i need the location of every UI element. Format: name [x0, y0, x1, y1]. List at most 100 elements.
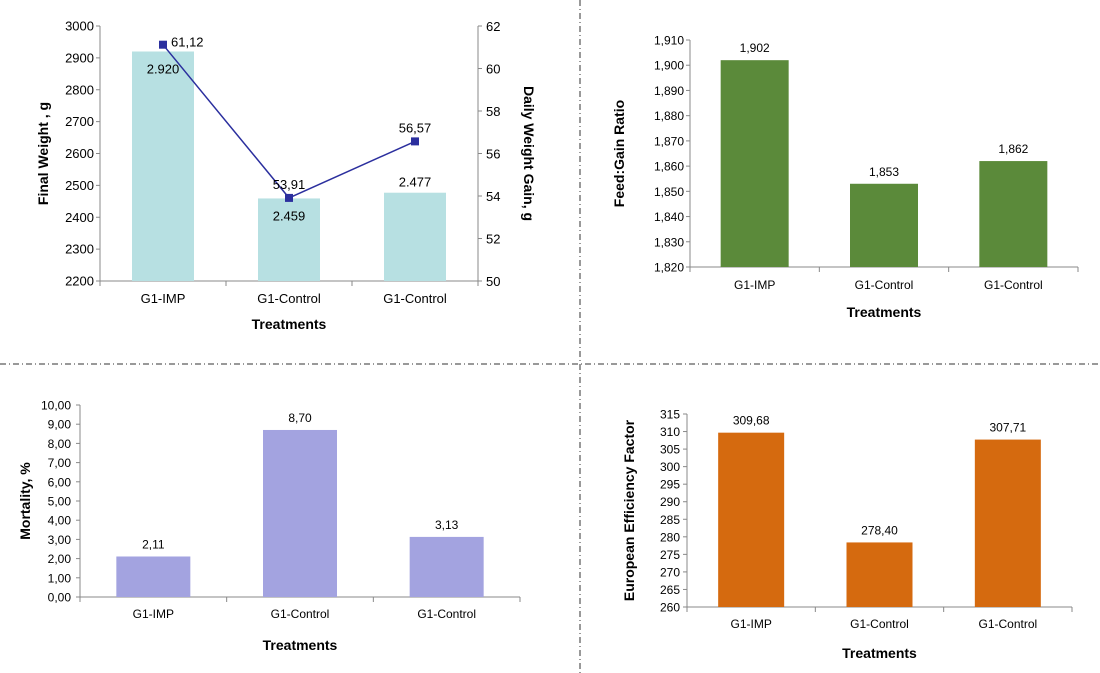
daily-gain-marker [285, 193, 293, 202]
y-tick-label: 1,860 [654, 160, 684, 174]
secondary-y-tick-label: 54 [486, 189, 500, 204]
y-tick-label: 1,830 [654, 235, 684, 249]
bar [263, 429, 337, 597]
y-tick-label: 4,00 [48, 514, 72, 528]
bar [132, 51, 194, 281]
bar-data-label: 1,853 [869, 165, 899, 179]
bar [974, 439, 1041, 607]
bar-data-label: 278,40 [861, 523, 898, 537]
x-tick-label: G1-IMP [141, 291, 186, 306]
bar [116, 556, 191, 597]
y-tick-label: 0,00 [48, 591, 72, 605]
y-axis-title: Final Weight , g [35, 102, 51, 205]
y-tick-label: 285 [660, 513, 680, 527]
y-tick-label: 10,00 [41, 399, 71, 413]
bar [850, 183, 918, 267]
daily-gain-line [162, 44, 416, 199]
y-tick-label: 315 [660, 408, 680, 422]
x-tick-label: G1-IMP [133, 607, 174, 621]
secondary-y-tick-label: 62 [486, 19, 500, 34]
x-tick-label: G1-Control [257, 291, 321, 306]
y-tick-label: 3000 [65, 19, 94, 34]
bar [846, 542, 913, 607]
y-tick-label: 1,00 [48, 571, 72, 585]
y-tick-label: 1,890 [654, 84, 684, 98]
y-tick-label: 290 [660, 495, 680, 509]
y-tick-label: 6,00 [48, 475, 72, 489]
daily-gain-data-label: 61,12 [171, 35, 204, 50]
y-tick-label: 8,00 [48, 437, 72, 451]
x-axis-title: Treatments [842, 645, 917, 661]
bar-data-label: 8,70 [288, 411, 312, 425]
bar [720, 60, 789, 267]
y-tick-label: 5,00 [48, 495, 72, 509]
x-tick-label: G1-Control [271, 607, 330, 621]
y-tick-label: 1,910 [654, 34, 684, 48]
bar [409, 536, 484, 597]
bar-data-label: 309,68 [733, 414, 770, 428]
y-tick-label: 310 [660, 425, 680, 439]
y-tick-label: 1,850 [654, 185, 684, 199]
chart-mortality: 0,00 1,00 2,00 3,00 4,00 5,00 6,00 7,00 8,00 9,00… [17, 399, 521, 653]
daily-gain-data-label: 53,91 [273, 177, 306, 192]
x-tick-label: G1-Control [850, 617, 909, 631]
y-tick-label: 270 [660, 565, 680, 579]
x-axis-title: Treatments [252, 316, 327, 332]
y-tick-label: 2300 [65, 242, 94, 257]
x-tick-label: G1-Control [978, 617, 1037, 631]
secondary-y-axis-title: Daily Weight Gain, g [521, 86, 537, 221]
secondary-y-tick-label: 56 [486, 147, 500, 162]
y-tick-label: 2600 [65, 146, 94, 161]
y-tick-label: 9,00 [48, 418, 72, 432]
daily-gain-marker [411, 137, 419, 146]
x-axis-title: Treatments [263, 637, 338, 653]
x-tick-label: G1-Control [417, 607, 476, 621]
bar [384, 192, 446, 281]
y-tick-label: 2500 [65, 178, 94, 193]
y-tick-label: 2800 [65, 82, 94, 97]
y-tick-label: 2,00 [48, 552, 72, 566]
chart-final-weight-daily-gain: 2200 2300 2400 2500 2600 2700 2800 2900 3000 G1-I… [35, 19, 537, 333]
y-tick-label: 260 [660, 601, 680, 615]
secondary-y-tick-label: 60 [486, 62, 500, 77]
chart-feed-gain-ratio: 1,820 1,830 1,840 1,850 1,860 1,870 1,880 1,890… [611, 34, 1079, 320]
y-tick-label: 7,00 [48, 456, 72, 470]
bar-data-label: 307,71 [989, 421, 1026, 435]
y-tick-label: 300 [660, 460, 680, 474]
x-axis-title: Treatments [847, 304, 922, 320]
y-tick-label: 305 [660, 443, 680, 457]
y-tick-label: 1,840 [654, 210, 684, 224]
bar [979, 161, 1048, 267]
x-tick-label: G1-Control [984, 278, 1043, 292]
bar [718, 432, 785, 607]
y-tick-label: 275 [660, 548, 680, 562]
y-axis-title: Mortality, % [17, 462, 33, 540]
bar-data-label: 2.920 [147, 62, 180, 77]
secondary-y-tick-label: 52 [486, 232, 500, 247]
bar-data-label: 2,11 [142, 537, 165, 551]
y-tick-label: 2900 [65, 50, 94, 65]
daily-gain-marker [159, 40, 167, 49]
bar-data-label: 3,13 [435, 518, 459, 532]
x-tick-label: G1-IMP [734, 278, 775, 292]
y-tick-label: 280 [660, 530, 680, 544]
secondary-y-tick-label: 58 [486, 104, 500, 119]
daily-gain-data-label: 56,57 [399, 120, 432, 135]
secondary-y-tick-label: 50 [486, 274, 500, 289]
x-tick-label: G1-Control [855, 278, 914, 292]
y-tick-label: 1,880 [654, 109, 684, 123]
chart-european-efficiency-factor: 260 265 270 275 280 285 290 295 300 305 310 315 G1-I… [621, 408, 1073, 661]
x-tick-label: G1-Control [383, 291, 447, 306]
bar [258, 198, 320, 281]
bar-data-label: 1,902 [740, 41, 770, 55]
y-axis-title: European Efficiency Factor [621, 419, 637, 601]
y-tick-label: 1,870 [654, 134, 684, 148]
y-tick-label: 1,900 [654, 59, 684, 73]
y-tick-label: 295 [660, 478, 680, 492]
y-tick-label: 2200 [65, 274, 94, 289]
y-tick-label: 2700 [65, 114, 94, 129]
y-tick-label: 3,00 [48, 533, 72, 547]
y-tick-label: 2400 [65, 210, 94, 225]
bar-data-label: 2.477 [399, 175, 432, 190]
y-tick-label: 1,820 [654, 261, 684, 275]
